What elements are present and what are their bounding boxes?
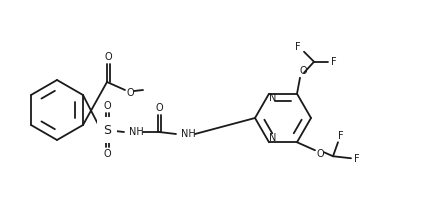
Text: O: O xyxy=(299,66,307,76)
Text: N: N xyxy=(269,93,276,103)
Text: O: O xyxy=(126,88,134,98)
Text: O: O xyxy=(104,52,112,62)
Text: O: O xyxy=(316,149,324,159)
Text: NH: NH xyxy=(181,129,195,139)
Text: N: N xyxy=(269,133,276,143)
Text: F: F xyxy=(295,42,301,52)
Text: F: F xyxy=(354,154,360,164)
Text: S: S xyxy=(103,124,111,137)
Text: F: F xyxy=(338,131,344,141)
Text: O: O xyxy=(155,103,163,113)
Text: F: F xyxy=(331,57,337,67)
Text: NH: NH xyxy=(129,127,143,137)
Text: O: O xyxy=(103,101,111,111)
Text: O: O xyxy=(103,149,111,159)
